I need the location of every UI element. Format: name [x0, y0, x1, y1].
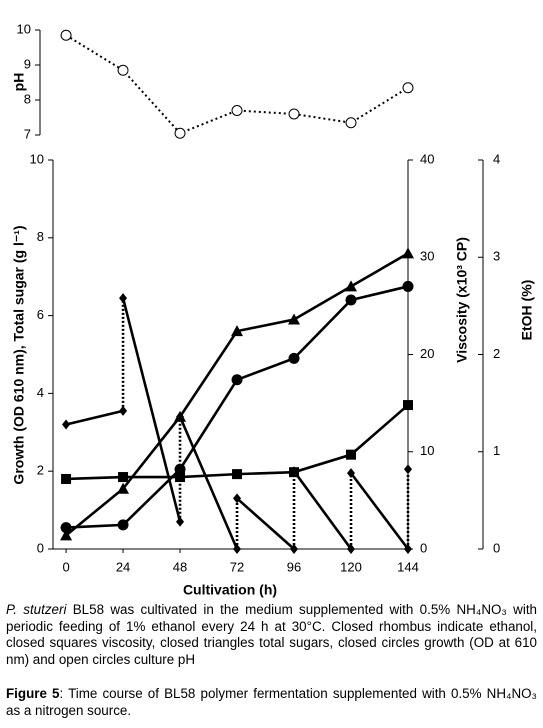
y3-tick-label: 4 — [493, 151, 500, 166]
caption: P. stutzeri BL58 was cultivated in the m… — [6, 602, 537, 668]
x-tick-label: 120 — [340, 559, 362, 574]
series-segment — [349, 472, 410, 550]
y-tick-label: 8 — [37, 229, 44, 244]
point — [346, 449, 357, 460]
point — [62, 419, 71, 430]
y3-tick-label: 0 — [493, 540, 500, 555]
series-line — [65, 285, 409, 529]
point — [60, 522, 72, 534]
figure-label: Figure 5 — [6, 686, 60, 701]
point — [231, 325, 244, 337]
point — [119, 405, 128, 416]
point — [347, 544, 356, 554]
point — [403, 400, 413, 411]
y-tick-label: 4 — [37, 385, 44, 400]
point — [290, 466, 299, 477]
caption-text: BL58 was cultivated in the medium supple… — [6, 602, 537, 667]
point — [347, 468, 356, 479]
y2-tick-label: 40 — [420, 151, 434, 166]
x-tick-label: 144 — [397, 559, 419, 574]
x-tick-label: 0 — [62, 559, 69, 574]
y-tick-label: 10 — [17, 21, 31, 36]
x-tick-label: 24 — [116, 559, 130, 574]
point — [402, 247, 414, 259]
point — [119, 293, 128, 304]
point — [345, 294, 357, 306]
point — [402, 82, 414, 94]
y2-axis-label: Viscosity (x10³ CP) — [454, 237, 470, 363]
point — [233, 544, 242, 554]
y-tick-label: 7 — [24, 126, 31, 141]
y2-tick-label: 20 — [420, 346, 434, 361]
y-tick-label: 6 — [37, 307, 44, 322]
point — [117, 64, 129, 76]
point — [118, 472, 129, 483]
species: P. stutzeri — [6, 602, 67, 617]
point — [404, 464, 412, 475]
y-tick-label: 8 — [24, 91, 31, 106]
y-axis-label: Growth (OD 610 nm), Total sugar (g l⁻¹) — [11, 225, 27, 484]
chart: pH Growth (OD 610 nm), Total sugar (g l⁻… — [11, 21, 535, 598]
point — [231, 374, 243, 386]
point — [288, 108, 300, 120]
point — [231, 105, 243, 116]
series-segment — [178, 416, 239, 550]
series-line — [66, 404, 409, 481]
y3-tick-label: 1 — [493, 443, 500, 458]
point — [176, 411, 185, 422]
y-axis-label: pH — [11, 73, 27, 92]
figure-caption: Figure 5: Time course of BL58 polymer fe… — [6, 686, 537, 719]
y-tick-label: 0 — [37, 540, 44, 555]
y3-tick-label: 3 — [493, 249, 500, 264]
y2-tick-label: 10 — [420, 443, 434, 458]
series-segment — [121, 297, 182, 523]
x-tick-label: 72 — [230, 559, 244, 574]
x-tick-label: 48 — [173, 559, 187, 574]
y3-tick-label: 2 — [493, 346, 500, 361]
y2-tick-label: 0 — [420, 540, 427, 555]
series-line — [65, 252, 409, 537]
point — [288, 352, 300, 364]
point — [232, 469, 243, 480]
point — [61, 473, 72, 484]
point — [60, 529, 73, 541]
figure-text: : Time course of BL58 polymer fermentati… — [6, 686, 537, 718]
x-tick-label: 96 — [287, 559, 301, 574]
point — [176, 516, 185, 527]
y2-tick-label: 30 — [420, 249, 434, 264]
y-tick-label: 2 — [37, 463, 44, 478]
y3-axis-label: EtOH (%) — [519, 280, 535, 341]
series-line — [65, 34, 409, 135]
y-tick-label: 9 — [24, 56, 31, 71]
point — [404, 544, 412, 554]
point — [174, 127, 186, 139]
point — [117, 519, 129, 531]
point — [288, 313, 301, 325]
point — [233, 493, 242, 504]
point — [60, 29, 72, 41]
point — [345, 117, 357, 129]
series-segment — [236, 497, 295, 550]
point — [345, 280, 358, 292]
series-segment — [292, 470, 353, 550]
point — [290, 544, 299, 554]
x-axis-label: Cultivation (h) — [183, 582, 277, 598]
point — [117, 482, 130, 494]
y-tick-label: 10 — [30, 151, 44, 166]
series-segment — [65, 409, 124, 426]
point — [402, 280, 414, 292]
